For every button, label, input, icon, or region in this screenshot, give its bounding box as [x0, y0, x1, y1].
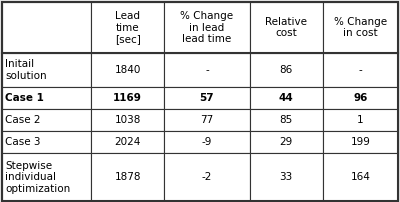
- Bar: [91, 109, 164, 131]
- Text: 1169: 1169: [113, 93, 142, 103]
- Text: -: -: [358, 65, 362, 75]
- Text: 2024: 2024: [114, 137, 141, 147]
- Bar: [250, 131, 323, 153]
- Text: Stepwise
individual
optimization: Stepwise individual optimization: [5, 161, 70, 194]
- Text: 1840: 1840: [114, 65, 141, 75]
- Bar: [323, 53, 398, 87]
- Bar: [250, 109, 323, 131]
- Text: Case 1: Case 1: [5, 93, 44, 103]
- Text: 85: 85: [280, 115, 293, 125]
- Bar: [323, 109, 398, 131]
- Bar: [250, 53, 323, 87]
- Text: 1: 1: [357, 115, 364, 125]
- Text: 29: 29: [280, 137, 293, 147]
- Bar: [91, 87, 164, 109]
- Text: % Change
in lead
lead time: % Change in lead lead time: [180, 11, 234, 44]
- Text: 33: 33: [280, 172, 293, 182]
- Bar: [91, 2, 164, 53]
- Bar: [323, 87, 398, 109]
- Text: 86: 86: [280, 65, 293, 75]
- Text: 77: 77: [200, 115, 214, 125]
- Text: 1878: 1878: [114, 172, 141, 182]
- Text: Initail
solution: Initail solution: [5, 59, 47, 81]
- Text: Relative
cost: Relative cost: [265, 17, 307, 38]
- Bar: [250, 153, 323, 201]
- Text: 199: 199: [350, 137, 370, 147]
- Bar: [2, 87, 91, 109]
- Text: 96: 96: [353, 93, 368, 103]
- Text: 57: 57: [200, 93, 214, 103]
- Text: Case 3: Case 3: [5, 137, 41, 147]
- Bar: [2, 131, 91, 153]
- Text: -: -: [205, 65, 209, 75]
- Bar: [164, 131, 250, 153]
- Bar: [2, 53, 91, 87]
- Bar: [164, 87, 250, 109]
- Text: -2: -2: [202, 172, 212, 182]
- Text: -9: -9: [202, 137, 212, 147]
- Bar: [250, 87, 323, 109]
- Text: 164: 164: [350, 172, 370, 182]
- Bar: [164, 109, 250, 131]
- Text: % Change
in cost: % Change in cost: [334, 17, 387, 38]
- Text: Lead
time
[sec]: Lead time [sec]: [115, 11, 141, 44]
- Text: 44: 44: [279, 93, 294, 103]
- Text: 1038: 1038: [114, 115, 141, 125]
- Bar: [250, 2, 323, 53]
- Bar: [91, 53, 164, 87]
- Bar: [91, 153, 164, 201]
- Bar: [91, 131, 164, 153]
- Bar: [164, 153, 250, 201]
- Bar: [164, 53, 250, 87]
- Bar: [2, 153, 91, 201]
- Bar: [2, 109, 91, 131]
- Bar: [323, 2, 398, 53]
- Bar: [2, 2, 91, 53]
- Text: Case 2: Case 2: [5, 115, 41, 125]
- Bar: [323, 131, 398, 153]
- Bar: [323, 153, 398, 201]
- Bar: [164, 2, 250, 53]
